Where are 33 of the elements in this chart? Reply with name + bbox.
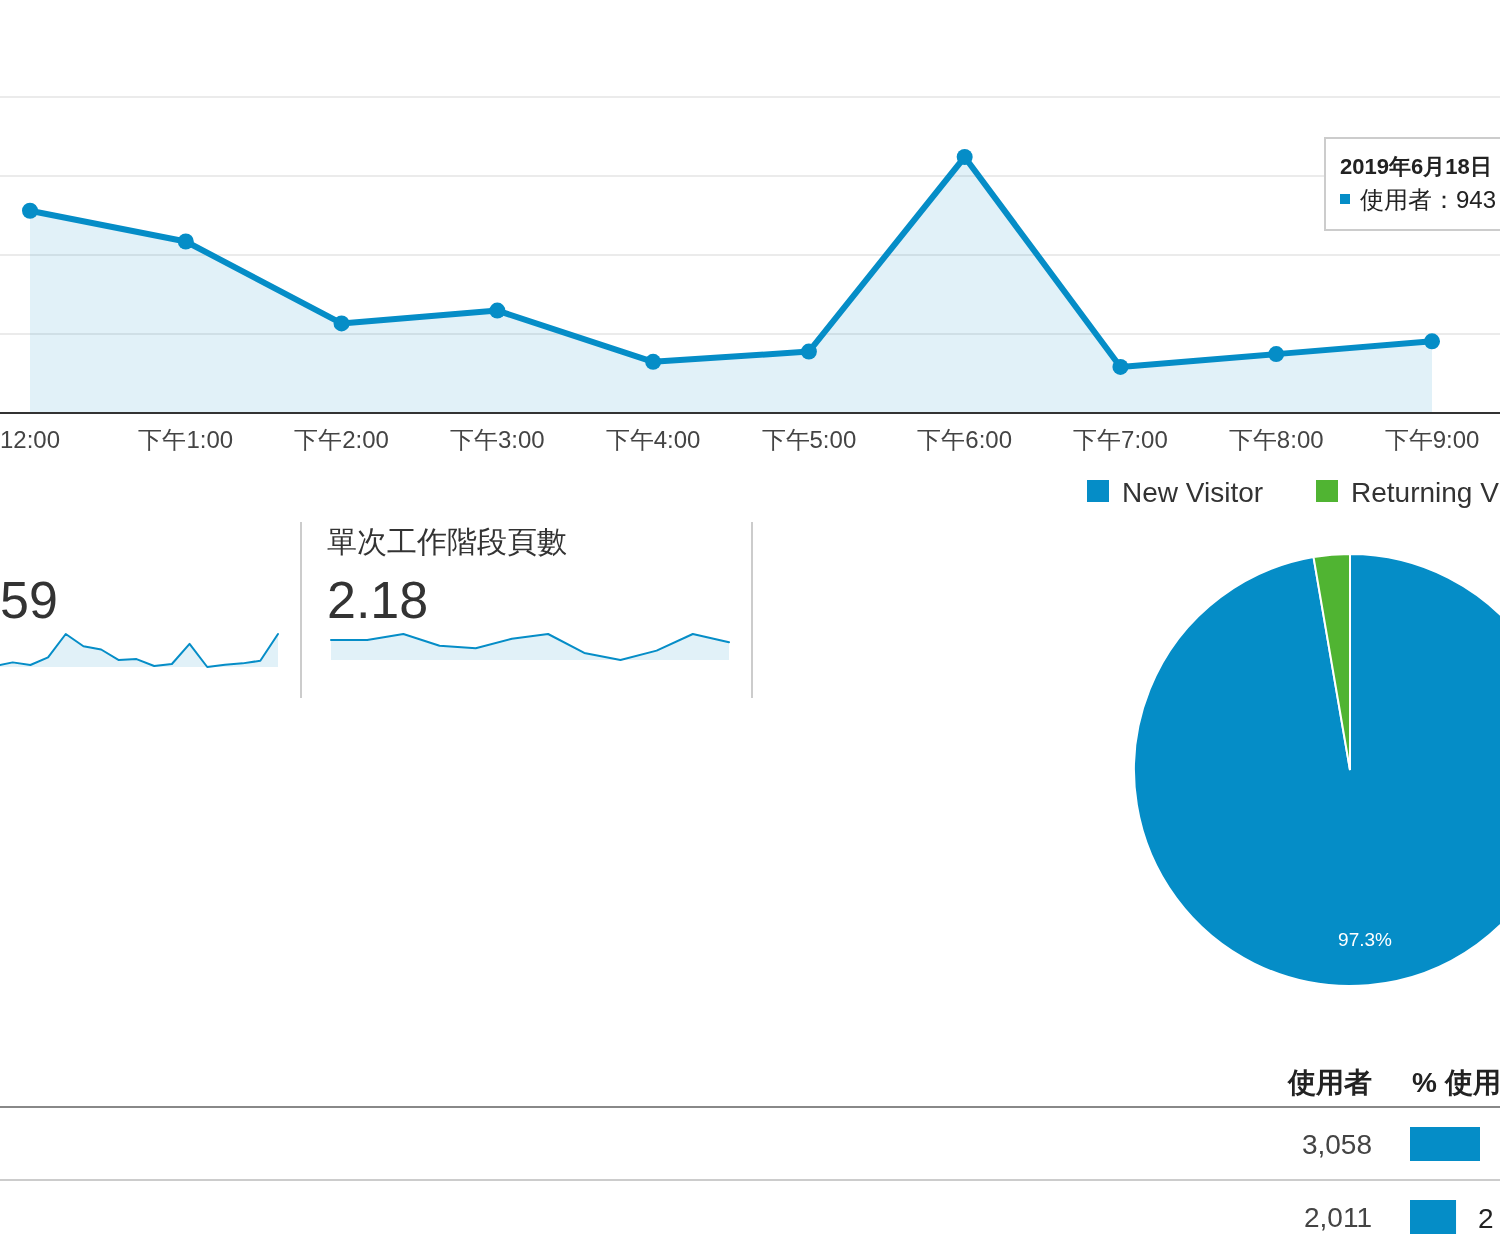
- point: [1424, 333, 1440, 350]
- x-tick-label: 下午1:00: [138, 426, 234, 453]
- annotation: 2019年6月18日: [1340, 154, 1492, 179]
- point: [177, 233, 194, 250]
- point: [956, 149, 973, 165]
- x-tick-label: 下午3:00: [449, 426, 545, 453]
- x-tick-label: 下午6:00: [917, 426, 1013, 453]
- point: [645, 353, 662, 370]
- point: [489, 302, 506, 319]
- point: [1268, 346, 1285, 363]
- chart-title: 59: [0, 571, 58, 629]
- x-tick-label: 下午7:00: [1073, 426, 1168, 453]
- point: [333, 315, 350, 332]
- point: [800, 343, 817, 360]
- annotation: 使用者：943: [1360, 186, 1497, 213]
- data-label: 2,011: [1304, 1202, 1372, 1233]
- legend-label: New Visitor: [1122, 477, 1264, 508]
- x-tick-label: 下午2:00: [294, 426, 389, 453]
- data-label: 97.3%: [1338, 929, 1393, 951]
- text: % 使用: [1412, 1067, 1500, 1098]
- x-tick-label: 下午5:00: [761, 426, 857, 453]
- chart-subtitle: 2.18: [327, 571, 429, 629]
- x-tick-label: 下午8:00: [1228, 426, 1324, 453]
- text: 使用者: [1287, 1067, 1372, 1098]
- point: [1112, 358, 1129, 375]
- annotation: 2: [1478, 1203, 1494, 1234]
- point: [22, 202, 38, 219]
- x-tick-label: 下午9:00: [1384, 426, 1480, 453]
- chart-title: 單次工作階段頁數: [327, 525, 567, 558]
- x-tick-label: 下午4:00: [605, 426, 701, 453]
- x-tick-label: 12:00: [0, 426, 61, 453]
- data-label: 3,058: [1301, 1129, 1372, 1160]
- legend-label: Returning V: [1351, 477, 1500, 508]
